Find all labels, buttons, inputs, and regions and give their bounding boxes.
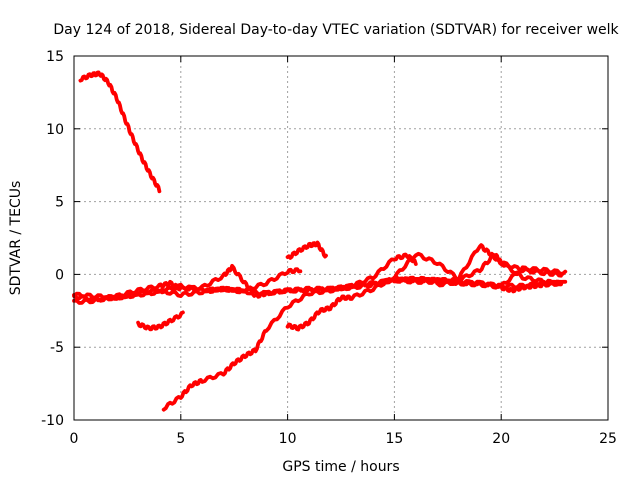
series-line-9: [392, 252, 563, 287]
axis-ticks: [73, 55, 609, 421]
x-tick-label: 0: [70, 431, 79, 447]
series-line-4: [72, 267, 303, 301]
y-tick-label: 5: [55, 195, 64, 211]
y-tick-label: 15: [46, 49, 64, 65]
x-tick-label: 20: [492, 431, 510, 447]
series-line-7: [285, 240, 328, 260]
series-line-6: [136, 310, 185, 332]
grid-lines: [74, 56, 608, 420]
y-tick-label: 0: [55, 267, 64, 283]
series-line-5: [161, 252, 418, 412]
series-line-10: [435, 278, 563, 294]
x-tick-label: 15: [385, 431, 403, 447]
x-tick-label: 10: [279, 431, 297, 447]
x-axis-label: GPS time / hours: [282, 459, 399, 475]
series-line-8: [285, 243, 563, 332]
data-series: [72, 70, 568, 412]
chart-title: Day 124 of 2018, Sidereal Day-to-day VTE…: [53, 22, 619, 38]
tick-labels: 0 5 10 15 20 25 -10 -5 0 5 10 15: [41, 49, 617, 447]
y-axis-label: SDTVAR / TECUs: [8, 181, 24, 296]
y-tick-label: -10: [41, 413, 64, 429]
x-tick-label: 5: [176, 431, 185, 447]
plot-frame: [73, 55, 609, 421]
x-tick-label: 25: [599, 431, 617, 447]
y-tick-label: 10: [46, 122, 64, 138]
series-line-1: [78, 70, 162, 194]
y-tick-label: -5: [50, 340, 64, 356]
